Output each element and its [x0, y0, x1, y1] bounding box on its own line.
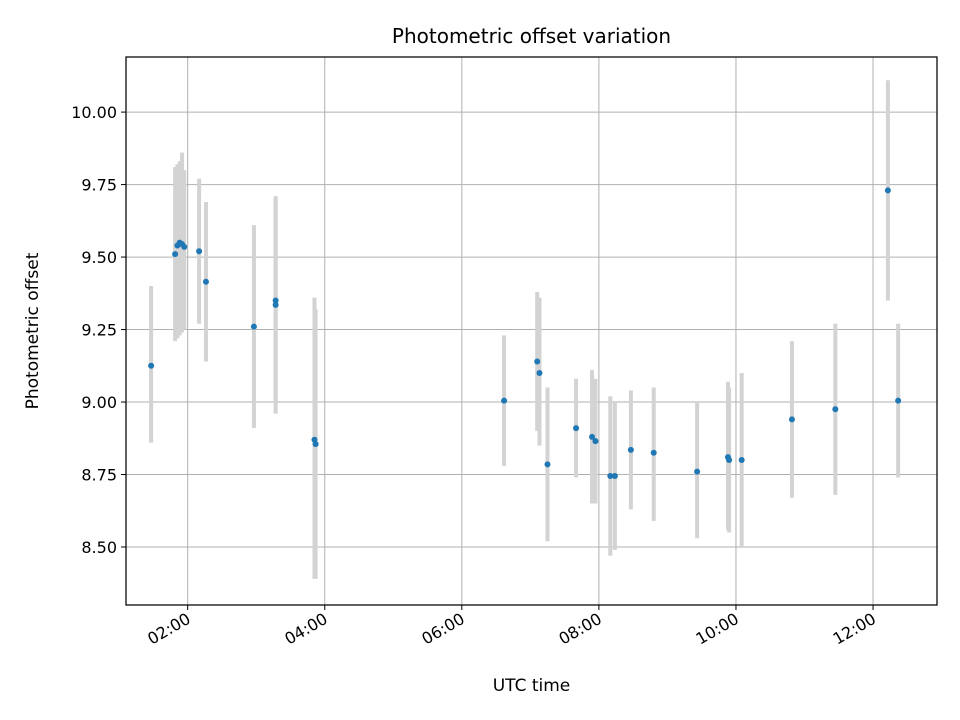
data-point — [536, 370, 543, 377]
data-point — [589, 433, 596, 440]
data-point — [172, 251, 179, 258]
data-point — [272, 297, 279, 304]
y-tick-label: 8.50 — [81, 538, 117, 557]
plot-frame — [125, 56, 938, 606]
data-point — [884, 187, 891, 194]
data-point — [501, 397, 508, 404]
y-tick-label: 9.75 — [81, 176, 117, 195]
chart-title: Photometric offset variation — [392, 24, 671, 48]
y-tick-label: 10.00 — [71, 103, 117, 122]
grid — [126, 57, 937, 605]
data-point — [788, 416, 795, 423]
data-point — [895, 397, 902, 404]
y-tick-label: 8.75 — [81, 466, 117, 485]
y-tick-label: 9.50 — [81, 248, 117, 267]
data-point — [726, 457, 733, 464]
data-point — [738, 457, 745, 464]
y-tick-label: 9.25 — [81, 321, 117, 340]
data-point — [592, 438, 599, 445]
data-point — [250, 323, 257, 330]
data-point — [627, 446, 634, 453]
data-point — [272, 301, 279, 308]
data-point — [573, 425, 580, 432]
y-axis-title: Photometric offset — [23, 252, 43, 409]
data-point — [611, 472, 618, 479]
data-point — [534, 358, 541, 365]
data-point — [832, 406, 839, 413]
data-point — [607, 472, 614, 479]
data-point — [312, 441, 319, 448]
data-point — [650, 449, 657, 456]
data-point — [544, 461, 551, 468]
data-point — [694, 468, 701, 475]
data-points — [148, 187, 902, 479]
x-axis-title: UTC time — [493, 676, 571, 696]
data-point — [196, 248, 203, 255]
data-point — [181, 243, 188, 250]
data-point — [202, 278, 209, 285]
data-point — [148, 362, 155, 369]
y-tick-label: 9.00 — [81, 393, 117, 412]
